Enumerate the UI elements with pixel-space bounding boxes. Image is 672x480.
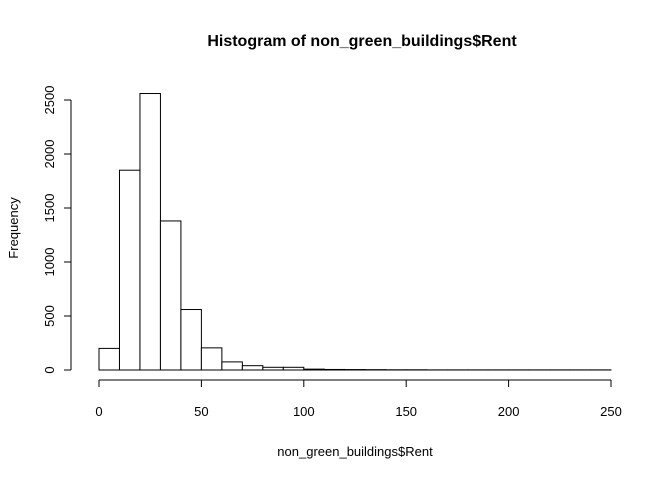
histogram-bar [303,368,325,371]
x-tick-label: 150 [395,404,417,419]
y-tick-label: 2000 [42,140,57,169]
histogram-bar [282,366,305,371]
chart-title: Histogram of non_green_buildings$Rent [207,33,517,50]
histogram-bar [139,93,161,371]
histogram-bar [262,366,284,371]
histogram-bar [200,347,223,371]
x-tick-label: 250 [600,404,622,419]
histogram-bar [118,169,141,371]
y-tick-label: 0 [42,366,57,373]
x-tick-label: 100 [293,404,315,419]
histogram-bar [241,365,264,371]
x-tick-label: 200 [498,404,520,419]
histogram-bar [221,361,243,371]
y-tick-label: 2500 [42,86,57,115]
histogram-bar [180,309,202,371]
histogram-bar [98,347,120,371]
histogram-bar [159,220,182,371]
y-axis: 0 500 1000 1500 2000 2500 [42,86,72,374]
y-tick-label: 1000 [42,248,57,277]
y-axis-label: Frequency [6,197,21,259]
y-tick-label: 500 [42,305,57,327]
x-axis-label: non_green_buildings$Rent [277,444,433,459]
x-axis: 0 50 100 150 200 250 [95,379,622,419]
bars-group [98,93,612,371]
histogram-bar [323,368,346,371]
x-tick-label: 50 [194,404,208,419]
x-tick-label: 0 [95,404,102,419]
y-tick-label: 1500 [42,194,57,223]
